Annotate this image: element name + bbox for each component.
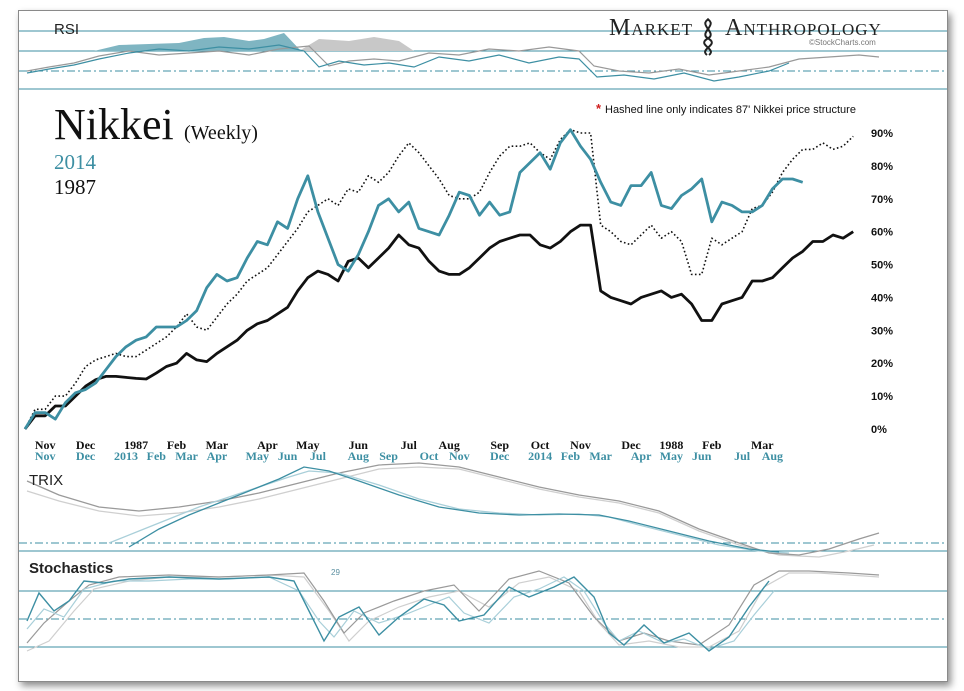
x-tick-label-2014: Mar <box>175 449 198 463</box>
rsi-2014-overbought-fill <box>94 33 301 51</box>
dna-icon <box>703 18 713 56</box>
rsi-1987-line <box>26 45 880 76</box>
brand-source: ©StockCharts.com <box>809 38 876 47</box>
x-tick-label-1987: 1988 <box>659 438 683 452</box>
stochastics-label: Stochastics <box>29 560 113 577</box>
trix-1987-line <box>26 462 880 556</box>
x-tick-label-2014: Feb <box>561 449 581 463</box>
y-tick-label: 70% <box>871 194 893 206</box>
x-axis-1987: Nov Dec 1987 Feb Mar Apr May Jun Jul Aug Sep Oct Nov… <box>35 438 774 452</box>
brand-word-anthropology: Anthropology <box>725 15 882 41</box>
trix-label: TRIX <box>29 472 63 489</box>
y-tick-label: 30% <box>871 325 893 337</box>
brand-logo: Market Anthropology ©StockCharts.com <box>609 15 882 56</box>
chart-title: Nikkei <box>54 100 174 149</box>
rsi-2014-line <box>26 44 790 82</box>
chart-canvas: RSI Market Anthropology ©StockCharts.com… <box>19 15 947 652</box>
x-tick-label-1987: Sep <box>490 438 509 452</box>
x-tick-label-1987: Mar <box>206 438 229 452</box>
x-tick-label-1987: Dec <box>76 438 96 452</box>
y-tick-label: 60% <box>871 227 893 239</box>
y-tick-label: 40% <box>871 292 893 304</box>
x-tick-label-1987: Oct <box>531 438 550 452</box>
x-tick-label-1987: Nov <box>35 438 56 452</box>
x-tick-label-2014: Jul <box>734 449 751 463</box>
x-tick-label-2014: Jun <box>692 449 712 463</box>
series-line-2014 <box>23 128 804 430</box>
x-tick-label-2014: Feb <box>147 449 167 463</box>
x-tick-label-1987: 1987 <box>124 438 148 452</box>
stochastics-panel: Stochastics 29 <box>19 560 947 652</box>
trix-2014-signal <box>108 470 790 554</box>
stoch-2014-slow <box>26 576 775 650</box>
x-tick-label-1987: May <box>296 438 319 452</box>
rsi-label: RSI <box>54 21 79 38</box>
x-tick-label-2014: Dec <box>76 449 96 463</box>
series-line-1987-hashed <box>24 128 854 430</box>
note-text: Hashed line only indicates 87' Nikkei pr… <box>605 104 856 116</box>
x-tick-label-2014: Jul <box>310 449 327 463</box>
y-tick-label: 80% <box>871 161 893 173</box>
x-tick-label-2014: Nov <box>35 449 56 463</box>
x-tick-label-2014: Oct <box>420 449 439 463</box>
trix-1987-signal <box>26 466 875 558</box>
x-tick-label-2014: 2014 <box>528 449 552 463</box>
x-tick-label-2014: Aug <box>762 449 783 463</box>
brand-word-market: Market <box>609 15 693 41</box>
x-tick-label-1987: Nov <box>570 438 591 452</box>
chart-subtitle: (Weekly) <box>184 122 258 144</box>
y-tick-label: 20% <box>871 358 893 370</box>
x-tick-label-2014: Dec <box>490 449 510 463</box>
y-tick-label: 50% <box>871 260 893 272</box>
x-tick-label-2014: May <box>660 449 683 463</box>
trix-panel: TRIX <box>19 462 947 558</box>
x-tick-label-2014: Sep <box>379 449 398 463</box>
trix-2014-line <box>128 466 780 553</box>
y-tick-label: 0% <box>871 424 887 436</box>
x-tick-label-2014: Apr <box>207 449 228 463</box>
y-axis: 0% 10% 20% 30% 40% 50% 60% 70% 80% 90% <box>871 128 893 436</box>
rsi-panel: RSI <box>19 21 947 90</box>
x-tick-label-1987: Jul <box>401 438 418 452</box>
x-tick-label-2014: Aug <box>348 449 369 463</box>
x-tick-label-2014: Nov <box>449 449 470 463</box>
stochastics-value: 29 <box>331 568 340 577</box>
legend-2014: 2014 <box>54 150 97 174</box>
y-tick-label: 90% <box>871 128 893 140</box>
series-line-1987 <box>23 223 854 430</box>
rsi-1987-overbought-fill <box>299 37 414 51</box>
x-tick-label-1987: Mar <box>751 438 774 452</box>
x-tick-label-1987: Feb <box>702 438 722 452</box>
x-tick-label-2014: Apr <box>631 449 652 463</box>
legend-1987: 1987 <box>54 175 96 199</box>
series-layer <box>23 128 854 430</box>
stoch-1987-fast <box>26 570 880 646</box>
main-panel: Nikkei (Weekly) 2014 1987 * Hashed line … <box>23 100 893 463</box>
x-tick-label-1987: Jun <box>349 438 369 452</box>
x-tick-label-1987: Aug <box>439 438 460 452</box>
stoch-2014-fast <box>26 576 770 652</box>
y-tick-label: 10% <box>871 391 893 403</box>
x-tick-label-1987: Apr <box>257 438 278 452</box>
x-axis-2014: Nov Dec 2013 Feb Mar Apr May Jun Jul Aug Sep Oct Nov… <box>35 449 783 463</box>
x-tick-label-2014: Jun <box>278 449 298 463</box>
x-tick-label-2014: May <box>246 449 269 463</box>
x-tick-label-2014: 2013 <box>114 449 138 463</box>
note-star: * <box>596 101 602 116</box>
chart-frame: RSI Market Anthropology ©StockCharts.com… <box>18 10 948 682</box>
x-tick-label-1987: Dec <box>621 438 641 452</box>
x-tick-label-2014: Mar <box>589 449 612 463</box>
x-tick-label-1987: Feb <box>167 438 187 452</box>
